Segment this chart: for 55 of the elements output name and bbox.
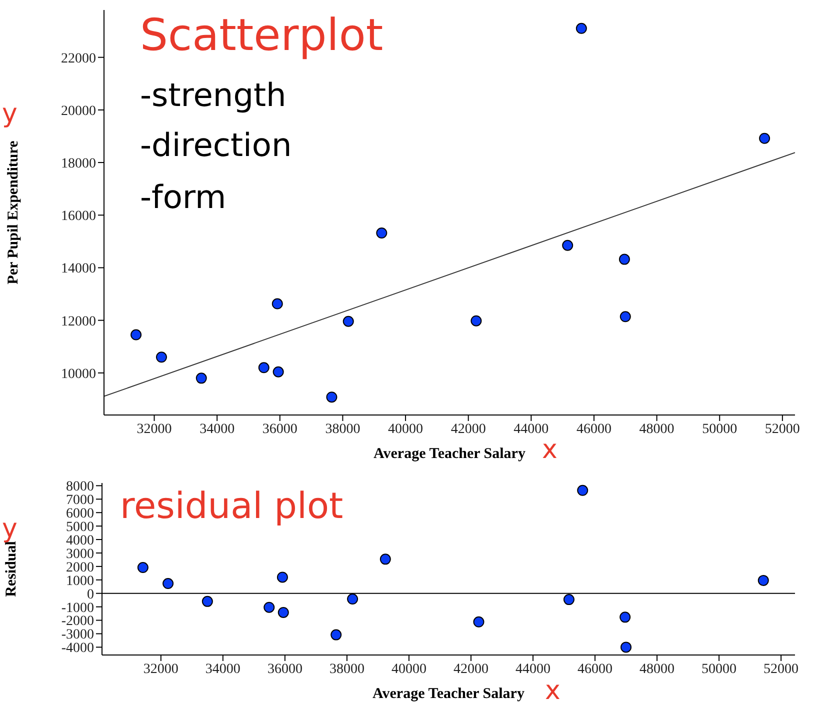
y-tick-label: -1000 [61, 600, 94, 616]
y-tick-label: -2000 [61, 614, 94, 630]
x-tick-label: 38000 [329, 662, 364, 677]
y-tick-label: 1000 [66, 574, 94, 589]
x-tick-label: 46000 [578, 662, 613, 677]
text: y [2, 514, 18, 544]
x-tick-label: 50000 [702, 422, 738, 437]
x-tick-label: 40000 [388, 422, 424, 437]
y-tick-label: 20000 [61, 104, 96, 119]
x-tick-label: 42000 [453, 662, 488, 677]
y-tick-label: 0 [87, 587, 94, 602]
x-tick-label: 50000 [702, 662, 737, 677]
x-tick-label: 48000 [639, 422, 674, 437]
x-tick-label: 34000 [205, 662, 240, 677]
y-tick-label: 12000 [61, 314, 96, 330]
annotation: -strength [140, 76, 286, 114]
annotation: -direction [140, 126, 292, 164]
y-axis-title: Residual [3, 541, 20, 597]
x-tick-label: 52000 [764, 662, 799, 677]
x-tick-label: 44000 [514, 422, 549, 437]
text: y [2, 99, 18, 129]
x-tick-label: 36000 [267, 662, 302, 677]
y-tick-label: 16000 [61, 209, 96, 224]
x-tick-label: 38000 [325, 422, 360, 437]
x-tick-label: 46000 [576, 422, 612, 437]
x-tick-label: 52000 [764, 422, 800, 437]
text: x [542, 435, 558, 465]
x-tick-label: 40000 [391, 662, 426, 677]
y-tick-label: -4000 [61, 641, 94, 656]
y-tick-label: 2000 [66, 560, 94, 576]
y-axis-title: Per Pupil Expenditure [5, 140, 22, 284]
y-tick-label: 22000 [61, 51, 96, 66]
annotation: Scatterplot [140, 10, 384, 61]
x-tick-label: 42000 [450, 422, 486, 437]
x-axis-title: Average Teacher Salary [372, 686, 525, 702]
x-tick-label: 48000 [640, 662, 675, 677]
y-tick-label: -3000 [61, 628, 94, 643]
x-tick-label: 34000 [200, 422, 235, 437]
y-tick-label: 6000 [66, 506, 94, 522]
annotation: -form [140, 178, 226, 216]
x-tick-label: 32000 [143, 662, 178, 677]
y-tick-label: 8000 [66, 480, 94, 495]
y-tick-label: 18000 [61, 156, 96, 172]
annotation: residual plot [120, 486, 344, 527]
x-tick-label: 36000 [262, 422, 298, 437]
y-tick-label: 4000 [66, 533, 94, 548]
y-tick-label: 14000 [61, 262, 96, 277]
y-tick-label: 3000 [66, 546, 94, 562]
x-tick-label: 44000 [515, 662, 550, 677]
text: x [545, 676, 560, 706]
y-tick-label: 10000 [61, 366, 96, 382]
y-tick-label: 5000 [66, 520, 94, 536]
x-axis-title: Average Teacher Salary [374, 446, 526, 462]
x-tick-label: 32000 [136, 422, 172, 437]
y-tick-label: 7000 [66, 493, 94, 508]
